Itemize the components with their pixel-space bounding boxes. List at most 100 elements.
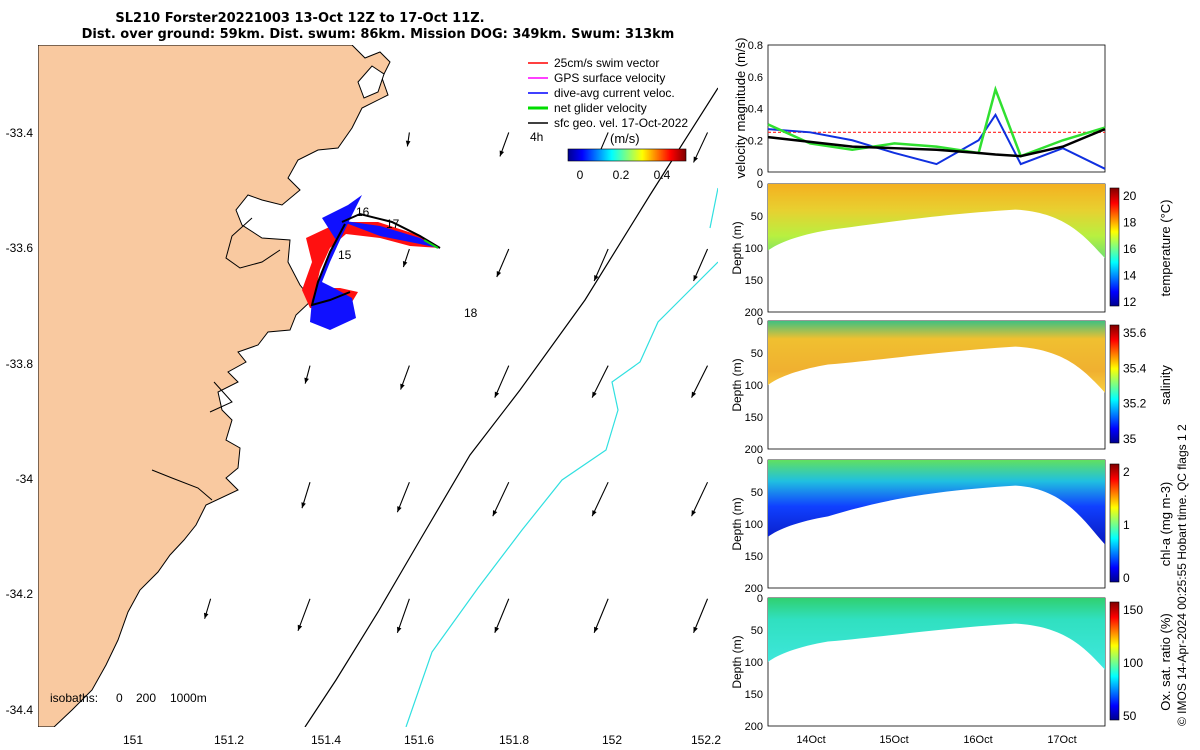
velocity-axes: [767, 44, 1106, 173]
depth-tick-0-2: 100: [745, 243, 763, 255]
velocity-series-3: [767, 127, 1106, 158]
cbar-tick-0-2: 16: [1123, 242, 1137, 256]
depth-label-0: Depth (m): [730, 221, 744, 274]
legend-label-geo: sfc geo. vel. 17-Oct-2022: [554, 116, 688, 130]
surface-vector-head-10: [494, 391, 500, 398]
surface-vector-17: [691, 481, 709, 517]
surface-vector-21: [494, 598, 510, 633]
colorbar-unit: (m/s): [610, 131, 640, 146]
surface-vector-head-12: [691, 391, 697, 398]
section-colorbar-0: [1109, 187, 1120, 307]
surface-vector-head-0: [405, 140, 411, 147]
surface-vector-head-20: [397, 626, 402, 633]
track-day-label-15: 15: [338, 248, 352, 262]
map-plot-area: [38, 45, 718, 727]
isobath-1000m: [405, 187, 718, 727]
surface-vector-head-18: [203, 612, 209, 619]
surface-vector-12: [691, 365, 709, 398]
time-tick-0: 14Oct: [796, 734, 825, 746]
surface-vector-head-14: [397, 506, 402, 513]
depth-tick-0-3: 150: [745, 275, 763, 287]
surface-vector-22: [593, 598, 609, 633]
isobath-value-1000: 1000m: [170, 691, 207, 705]
surface-vector-10: [494, 365, 510, 398]
section-panel-0: 0 50 100 150 200 Depth (m) 12 14 16 18 20 temperatu…: [730, 179, 1173, 319]
velocity-series-2: [767, 85, 1106, 158]
map-legend: 25cm/s swim vector GPS surface velocity …: [528, 56, 688, 182]
land-mass: [38, 45, 391, 727]
depth-label-2: Depth (m): [730, 497, 744, 550]
velocity-ytick-2: 0.4: [748, 104, 763, 116]
figure-title-line-1: SL210 Forster20221003 13-Oct 12Z to 17-O…: [115, 11, 484, 26]
depth-tick-3-1: 50: [751, 625, 763, 637]
legend-label-net: net glider velocity: [554, 101, 647, 115]
cbar-tick-2-0: 0: [1123, 571, 1130, 585]
depth-tick-1-4: 200: [745, 444, 763, 456]
surface-vector-16: [591, 481, 609, 517]
surface-velocity-vectors: [203, 132, 709, 633]
depth-label-1: Depth (m): [730, 358, 744, 411]
surface-vector-head-15: [492, 510, 498, 517]
surface-vector-head-22: [594, 626, 599, 633]
section-panel-1: 0 50 100 150 200 Depth (m) 35 35.2 35.4 35.6 salin…: [730, 316, 1173, 456]
legend-label-swim: 25cm/s swim vector: [554, 56, 659, 70]
map-y-tick-1: -33.6: [6, 241, 34, 255]
surface-vector-head-5: [496, 271, 502, 278]
cbar-tick-0-3: 18: [1123, 216, 1137, 230]
velocity-ytick-0: 0: [757, 167, 763, 179]
track-day-label-18: 18: [464, 306, 478, 320]
section-colorbar-1: [1109, 324, 1120, 444]
depth-tick-3-2: 100: [745, 657, 763, 669]
map-x-tick-0: 151: [123, 733, 143, 747]
speed-colorbar: [567, 148, 687, 162]
section-fill-1: [768, 321, 1105, 393]
legend-label-gps: GPS surface velocity: [554, 71, 665, 85]
depth-tick-1-0: 0: [757, 316, 763, 328]
cbar-tick-1-1: 35.2: [1123, 397, 1147, 411]
depth-tick-1-1: 50: [751, 348, 763, 360]
surface-vector-19: [297, 598, 311, 631]
surface-vector-head-7: [693, 275, 698, 282]
isobath-value-200: 200: [136, 691, 156, 705]
velocity-ytick-4: 0.8: [748, 40, 763, 52]
map-y-tick-2: -33.8: [6, 357, 34, 371]
cbar-tick-1-0: 35: [1123, 432, 1137, 446]
depth-tick-3-0: 0: [757, 593, 763, 605]
depth-tick-3-3: 150: [745, 689, 763, 701]
section-panel-3: 0 50 100 150 200 Depth (m) 50 100 150 Ox. sat. ra…: [730, 593, 1173, 733]
coastal-lake: [357, 65, 385, 99]
section-fill-2: [768, 460, 1105, 545]
cbar-tick-2-1: 1: [1123, 518, 1130, 532]
depth-tick-1-2: 100: [745, 380, 763, 392]
surface-vector-head-21: [494, 626, 500, 633]
surface-vector-head-3: [693, 156, 698, 163]
time-tick-1: 15Oct: [879, 734, 908, 746]
time-axis: 14Oct 15Oct 16Oct 17Oct: [796, 734, 1076, 746]
cbar-tick-2-2: 2: [1123, 465, 1130, 479]
cbar-tick-3-2: 150: [1123, 603, 1143, 617]
depth-tick-2-0: 0: [757, 455, 763, 467]
isobaths-label: isobaths:: [50, 691, 98, 705]
surface-vector-15: [492, 481, 510, 517]
depth-tick-2-3: 150: [745, 551, 763, 563]
imos-credit: © IMOS 14-Apr-2024 00:25:55 Hobart time.…: [1175, 424, 1189, 726]
velocity-ytick-3: 0.6: [748, 72, 763, 84]
isobath-value-0: 0: [116, 691, 123, 705]
section-ylabel-3: Ox. sat. ratio (%): [1158, 613, 1173, 711]
track-day-label-17: 17: [386, 217, 400, 231]
surface-vector-head-11: [592, 391, 597, 398]
map-x-tick-3: 151.6: [404, 733, 434, 747]
harbour-inlet: [151, 217, 281, 501]
section-panel-2: 0 50 100 150 200 Depth (m) 0 1 2 chl-a (mg m-3): [730, 455, 1173, 595]
surface-vector-head-13: [301, 502, 306, 509]
time-tick-2: 16Oct: [963, 734, 992, 746]
map-x-tick-4: 151.8: [499, 733, 529, 747]
cbar-tick-1-3: 35.6: [1123, 326, 1147, 340]
velocity-ytick-1: 0.2: [748, 135, 763, 147]
depth-tick-3-4: 200: [745, 721, 763, 733]
surface-vector-head-23: [693, 626, 698, 633]
colorbar-tick-1: 0.2: [613, 168, 630, 182]
depth-tick-0-4: 200: [745, 307, 763, 319]
surface-vector-head-9: [400, 383, 405, 390]
